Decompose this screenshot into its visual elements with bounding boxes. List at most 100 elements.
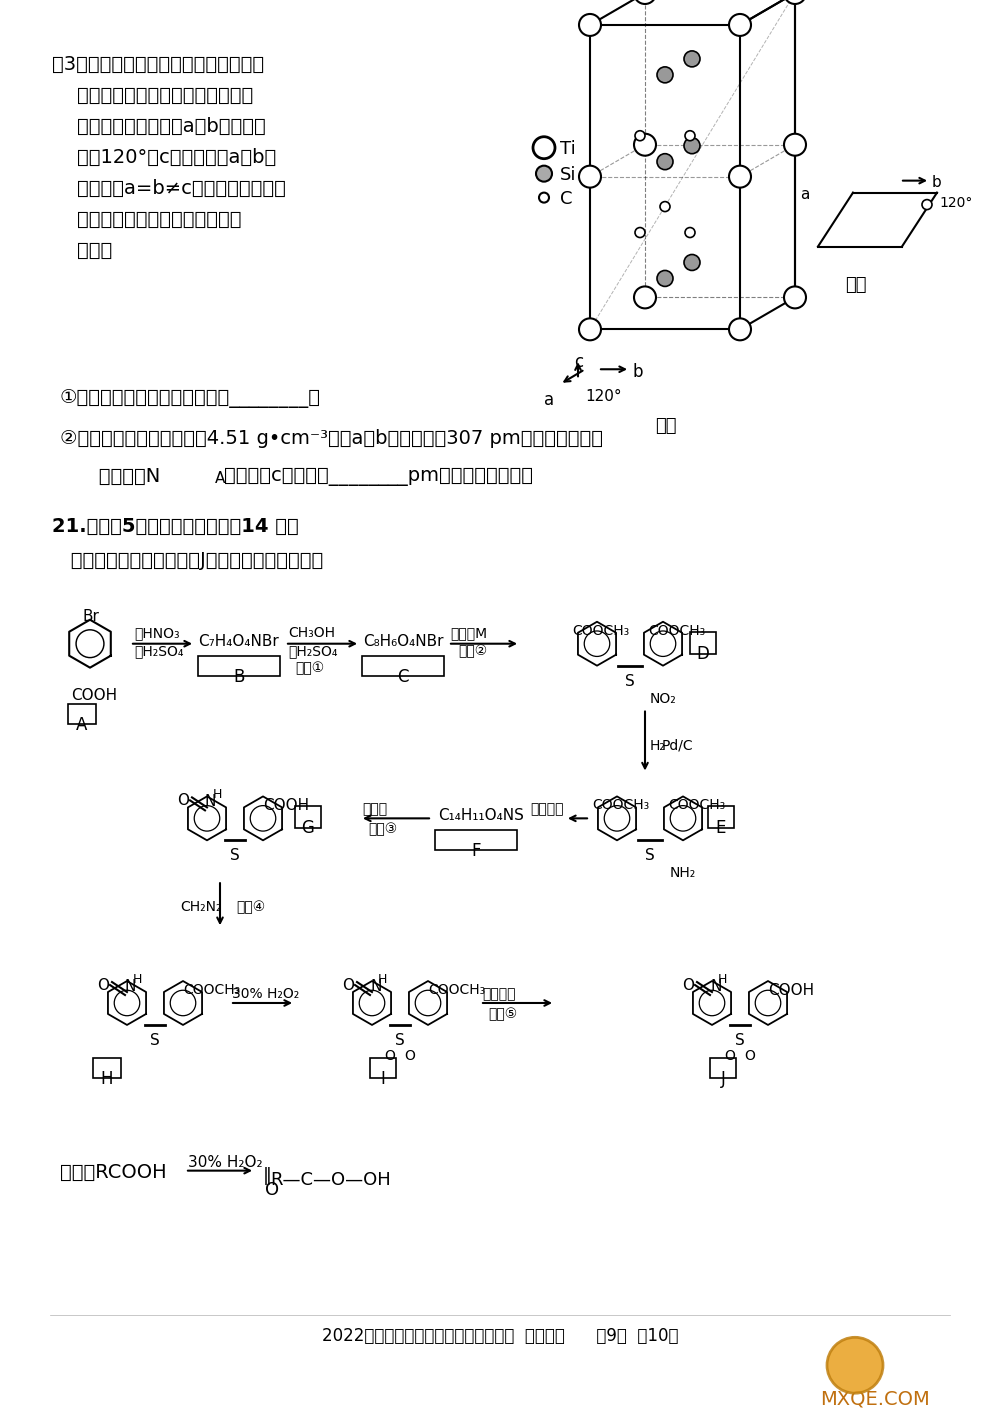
Text: Br: Br (82, 609, 99, 623)
Text: O: O (384, 1048, 395, 1063)
Text: S: S (395, 1033, 405, 1048)
Text: 反应②: 反应② (458, 644, 487, 657)
Text: ①该钛硅碳新型材料的化学式为________。: ①该钛硅碳新型材料的化学式为________。 (60, 389, 321, 408)
Circle shape (634, 134, 656, 155)
Circle shape (922, 199, 932, 209)
Text: I: I (381, 1070, 385, 1088)
Text: 向，棱长a=b≠c），如图甲所示；: 向，棱长a=b≠c），如图甲所示； (52, 178, 286, 198)
Text: C₁₄H₁₁O₄NS: C₁₄H₁₁O₄NS (438, 808, 524, 824)
Circle shape (729, 165, 751, 188)
Text: 角为120°，c方向垂直于a、b方: 角为120°，c方向垂直于a、b方 (52, 148, 276, 167)
Text: 一定条件: 一定条件 (530, 803, 564, 817)
Text: N: N (205, 794, 216, 810)
Circle shape (634, 0, 656, 4)
Text: H₂: H₂ (650, 739, 666, 753)
Text: O: O (97, 978, 109, 993)
Text: MXQE.COM: MXQE.COM (820, 1389, 930, 1409)
Text: O: O (724, 1048, 735, 1063)
Text: 21.【选修5：有机化学基础】（14 分）: 21.【选修5：有机化学基础】（14 分） (52, 517, 299, 536)
Circle shape (784, 287, 806, 308)
Text: 反应③: 反应③ (368, 822, 397, 836)
Circle shape (579, 14, 601, 35)
Text: S: S (735, 1033, 745, 1048)
Text: 30% H₂O₂: 30% H₂O₂ (188, 1154, 263, 1170)
Text: D: D (697, 644, 709, 663)
Text: O: O (404, 1048, 415, 1063)
Text: B: B (233, 668, 245, 685)
Text: S: S (645, 848, 655, 863)
Text: a: a (544, 391, 554, 410)
Circle shape (684, 254, 700, 270)
Text: C: C (560, 189, 572, 208)
Circle shape (635, 227, 645, 237)
Text: O: O (177, 794, 189, 808)
Text: （3）一种钛硅碳新型材料可用作高铁车: （3）一种钛硅碳新型材料可用作高铁车 (52, 55, 264, 73)
Text: COOCH₃: COOCH₃ (428, 983, 485, 998)
Text: O: O (744, 1048, 755, 1063)
Text: 120°: 120° (585, 389, 622, 404)
Text: N: N (370, 979, 381, 993)
Text: H: H (213, 788, 222, 801)
Text: ②已知该新型材料的密度为4.51 g•cm⁻³，且a、b的长度均为307 pm，阿伏加德罗常: ②已知该新型材料的密度为4.51 g•cm⁻³，且a、b的长度均为307 pm，… (60, 430, 603, 448)
Circle shape (784, 0, 806, 4)
Text: F: F (471, 842, 481, 861)
Text: 已知：RCOOH: 已知：RCOOH (60, 1163, 167, 1181)
Text: 催化剂: 催化剂 (362, 803, 387, 817)
Text: ‖: ‖ (263, 1167, 272, 1184)
Text: 30% H₂O₂: 30% H₂O₂ (232, 988, 299, 1000)
Text: H: H (101, 1070, 113, 1088)
Text: COOH: COOH (263, 798, 309, 814)
Circle shape (729, 318, 751, 341)
Circle shape (784, 134, 806, 155)
Text: 浓H₂SO₄: 浓H₂SO₄ (288, 644, 338, 657)
Text: Ti: Ti (560, 140, 576, 158)
Text: NO₂: NO₂ (650, 691, 677, 705)
Text: G: G (302, 820, 314, 838)
Circle shape (539, 192, 549, 202)
Text: O: O (682, 978, 694, 993)
Text: c: c (574, 353, 583, 372)
Text: COOCH₃: COOCH₃ (183, 983, 240, 998)
Text: COOCH₃: COOCH₃ (592, 798, 649, 812)
Text: 一定条件: 一定条件 (482, 988, 516, 1000)
Text: COOCH₃: COOCH₃ (572, 623, 629, 637)
Text: H: H (718, 974, 727, 986)
Text: 反应④: 反应④ (236, 900, 265, 914)
Text: S: S (625, 674, 635, 688)
Text: 2022年深圳市高三年级第二次调研考试  化学试题      第9页  共10页: 2022年深圳市高三年级第二次调研考试 化学试题 第9页 共10页 (322, 1327, 678, 1345)
Text: COOH: COOH (71, 688, 117, 702)
Text: COOCH₃: COOCH₃ (648, 623, 705, 637)
Circle shape (657, 154, 673, 170)
Circle shape (660, 202, 670, 212)
Circle shape (685, 227, 695, 237)
Text: R—C—O—OH: R—C—O—OH (270, 1170, 391, 1188)
Text: b: b (932, 175, 942, 189)
Text: Si: Si (560, 165, 576, 184)
Text: 反应⑤: 反应⑤ (488, 1007, 517, 1022)
Text: 化合物M: 化合物M (450, 626, 487, 640)
Circle shape (827, 1337, 883, 1393)
Text: b: b (632, 363, 642, 382)
Text: N: N (710, 979, 721, 993)
Text: A: A (76, 715, 88, 733)
Circle shape (579, 165, 601, 188)
Circle shape (536, 165, 552, 182)
Text: 浓HNO₃: 浓HNO₃ (134, 626, 180, 640)
Circle shape (657, 270, 673, 287)
Text: 数的值用N: 数的值用N (80, 468, 160, 486)
Text: S: S (230, 848, 240, 863)
Circle shape (533, 137, 555, 158)
Text: 所示。: 所示。 (52, 240, 112, 260)
Text: 晶胞属于六方晶系（a、b方向的夹: 晶胞属于六方晶系（a、b方向的夹 (52, 117, 266, 136)
Text: H: H (378, 974, 387, 986)
Text: E: E (716, 820, 726, 838)
Text: H: H (133, 974, 142, 986)
Text: 晶胞中碳原子的投影位置如图乙: 晶胞中碳原子的投影位置如图乙 (52, 209, 242, 229)
Text: S: S (150, 1033, 160, 1048)
Text: CH₂N₂: CH₂N₂ (180, 900, 222, 914)
Text: COOH: COOH (768, 983, 814, 998)
Text: C: C (397, 668, 409, 685)
Circle shape (657, 66, 673, 83)
Circle shape (729, 14, 751, 35)
Text: 图乙: 图乙 (845, 277, 866, 294)
